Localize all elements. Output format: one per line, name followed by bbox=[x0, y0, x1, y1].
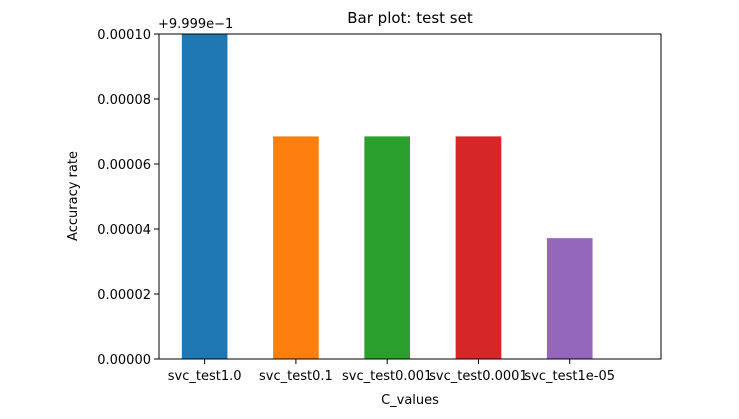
y-axis-ticks: 0.00000 0.00002 0.00004 0.00006 0.00008 0.000… bbox=[97, 28, 159, 368]
chart-title: Bar plot: test set bbox=[347, 9, 473, 27]
x-tick-label: svc_test1.0 bbox=[168, 369, 242, 384]
y-tick-label: 0.00008 bbox=[97, 93, 151, 108]
bars-group bbox=[181, 34, 593, 359]
bar-svc_test1e-05 bbox=[546, 238, 593, 359]
bar-svc_test0.0001 bbox=[455, 136, 502, 359]
x-tick-label: svc_test1e-05 bbox=[524, 369, 615, 384]
x-tick-label: svc_test0.001 bbox=[342, 369, 432, 384]
y-offset-label: +9.999e−1 bbox=[158, 17, 233, 32]
bar-svc_test1.0 bbox=[181, 34, 228, 359]
plot-frame bbox=[158, 33, 662, 360]
x-tick-label: svc_test0.1 bbox=[259, 369, 333, 384]
y-tick-label: 0.00000 bbox=[97, 353, 151, 368]
x-tick-label: svc_test0.0001 bbox=[429, 369, 528, 384]
y-tick-label: 0.00010 bbox=[97, 28, 151, 43]
x-axis-label: C_values bbox=[381, 393, 439, 408]
x-axis-ticks: svc_test1.0 svc_test0.1 svc_test0.001svc_t… bbox=[168, 359, 615, 384]
bar-svc_test0.001 bbox=[364, 136, 410, 359]
bar-svc_test0.1 bbox=[273, 136, 319, 359]
y-tick-label: 0.00002 bbox=[97, 288, 151, 303]
y-axis-label: Accuracy rate bbox=[66, 151, 81, 241]
y-tick-label: 0.00004 bbox=[97, 223, 151, 238]
y-tick-label: 0.00006 bbox=[97, 158, 151, 173]
